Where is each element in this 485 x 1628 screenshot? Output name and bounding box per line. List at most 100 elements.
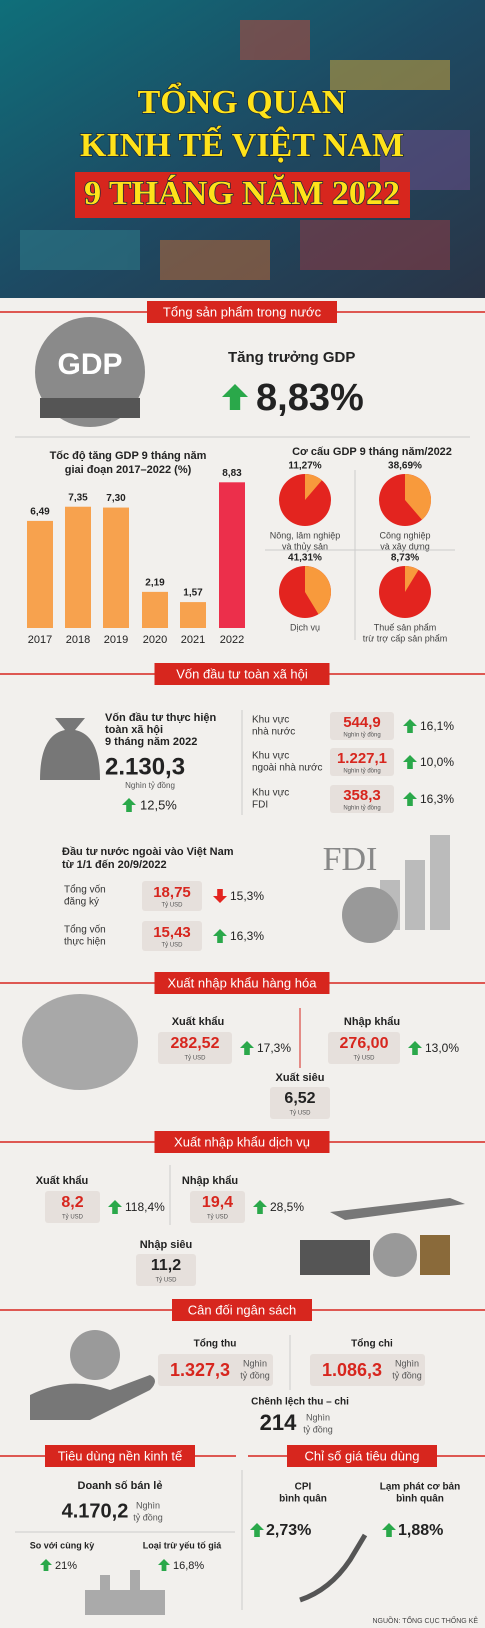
label: từ 1/1 đến 20/9/2022 xyxy=(62,859,167,871)
label: Nghìn tỷ đồng xyxy=(343,805,380,812)
label: Loại trừ yếu tố giá xyxy=(143,1540,223,1550)
icon-label: FDI xyxy=(323,841,378,878)
label: Tổng vốn xyxy=(64,884,106,896)
banner-box xyxy=(154,663,330,685)
value-box xyxy=(142,881,202,911)
trend-arrow xyxy=(299,1533,368,1603)
pie-label: và xây dựng xyxy=(380,541,430,551)
coins xyxy=(40,398,140,418)
section-heading: Vốn đầu tư toàn xã hội xyxy=(176,666,308,681)
label: tỷ đồng xyxy=(133,1512,163,1522)
label: tỷ đồng xyxy=(392,1370,422,1380)
coin-hand xyxy=(30,1330,155,1420)
value-box xyxy=(136,1254,196,1286)
label: 9 tháng năm 2022 xyxy=(105,736,197,748)
title-box xyxy=(75,172,410,218)
label: Tỷ USD xyxy=(185,1055,207,1062)
label: Tỷ USD xyxy=(162,942,184,949)
value-box xyxy=(190,1191,245,1223)
x-tick-label: 2018 xyxy=(66,634,90,646)
pie-slice xyxy=(405,474,432,520)
value-box xyxy=(330,748,394,776)
bar xyxy=(180,602,206,628)
pie-label: trừ trợ cấp sản phẩm xyxy=(363,633,447,643)
label: 276,00 xyxy=(340,1035,389,1052)
label: Nghìn xyxy=(395,1358,419,1368)
plane-truck xyxy=(300,1198,465,1277)
label: Nghìn xyxy=(243,1358,267,1368)
label: Tăng trưởng GDP xyxy=(228,349,355,366)
bar xyxy=(103,507,129,628)
label: Tỷ USD xyxy=(354,1055,376,1062)
label: 1.227,1 xyxy=(337,750,387,767)
fdi-globe xyxy=(342,887,398,943)
label: 118,4% xyxy=(125,1200,165,1214)
label: 6,52 xyxy=(284,1090,315,1107)
banner-box xyxy=(287,1445,437,1467)
label: 358,3 xyxy=(343,787,381,804)
data-label: 38,69% xyxy=(388,461,422,472)
label: 12,5% xyxy=(140,797,177,812)
label: 8,2 xyxy=(61,1194,83,1211)
label: Nhập khẩu xyxy=(182,1175,238,1187)
value-box xyxy=(142,921,202,951)
label: 1,88% xyxy=(398,1522,443,1539)
section-heading: Xuất nhập khẩu hàng hóa xyxy=(168,975,318,990)
section-heading: Tổng sản phẩm trong nước xyxy=(163,304,322,319)
value-box xyxy=(158,1032,232,1064)
label: 16,1% xyxy=(420,719,454,733)
label: 16,8% xyxy=(173,1560,204,1572)
label: đăng ký xyxy=(64,897,99,908)
label: Khu vực xyxy=(252,715,289,726)
data-label: 6,49 xyxy=(30,507,50,518)
data-label: 2,19 xyxy=(145,578,165,589)
label: Tỷ USD xyxy=(162,902,184,909)
label: ngoài nhà nước xyxy=(252,763,323,774)
label: Vốn đầu tư thực hiện xyxy=(105,712,217,724)
label: Khu vực xyxy=(252,751,289,762)
label: bình quân xyxy=(279,1494,327,1505)
banner-box xyxy=(154,1131,330,1153)
data-label: 7,35 xyxy=(68,492,88,503)
label: 282,52 xyxy=(171,1035,220,1052)
label: Đầu tư nước ngoài vào Việt Nam xyxy=(62,846,234,858)
globe-icon xyxy=(22,994,138,1090)
label: toàn xã hội xyxy=(105,724,163,736)
label: 16,3% xyxy=(420,792,454,806)
label: 2.130,3 xyxy=(105,753,185,780)
label: 28,5% xyxy=(270,1200,304,1214)
pie-label: Thuế sản phẩm xyxy=(374,622,437,632)
section-heading: Chỉ số giá tiêu dùng xyxy=(305,1448,420,1463)
title: 9 THÁNG NĂM 2022 xyxy=(84,174,400,212)
value-box xyxy=(45,1191,100,1223)
label: So với cùng kỳ xyxy=(30,1540,94,1550)
pie-label: Công nghiệp xyxy=(379,530,430,540)
label: 13,0% xyxy=(425,1041,459,1055)
value-box xyxy=(330,712,394,740)
label: Tốc độ tăng GDP 9 tháng năm xyxy=(50,450,207,462)
label: Cơ cấu GDP 9 tháng năm/2022 xyxy=(292,446,452,458)
label: Nhập khẩu xyxy=(344,1016,400,1028)
label: 1.327,3 xyxy=(170,1360,230,1380)
label: Tỷ USD xyxy=(62,1214,84,1221)
label: 1.086,3 xyxy=(322,1360,382,1380)
icon-label: GDP xyxy=(57,348,122,381)
label: FDI xyxy=(252,800,268,811)
x-tick-label: 2020 xyxy=(143,634,167,646)
bar xyxy=(142,591,168,628)
label: giai đoạn 2017–2022 (%) xyxy=(65,464,192,476)
label: 17,3% xyxy=(257,1041,291,1055)
label: 8,83% xyxy=(256,377,364,419)
label: Tổng chi xyxy=(351,1338,393,1350)
section-heading: Cân đối ngân sách xyxy=(188,1302,296,1317)
label: Xuất khẩu xyxy=(36,1175,89,1187)
section-heading: Tiêu dùng nền kinh tế xyxy=(58,1448,183,1463)
label: Nghìn tỷ đồng xyxy=(343,732,380,739)
money-bag xyxy=(40,718,100,780)
source: NGUỒN: TỔNG CỤC THỐNG KÊ xyxy=(372,1615,478,1625)
label: 11,2 xyxy=(151,1257,181,1274)
label: 2,73% xyxy=(266,1522,311,1539)
label: Nghìn tỷ đồng xyxy=(125,781,175,790)
title: KINH TẾ VIỆT NAM xyxy=(80,125,404,164)
